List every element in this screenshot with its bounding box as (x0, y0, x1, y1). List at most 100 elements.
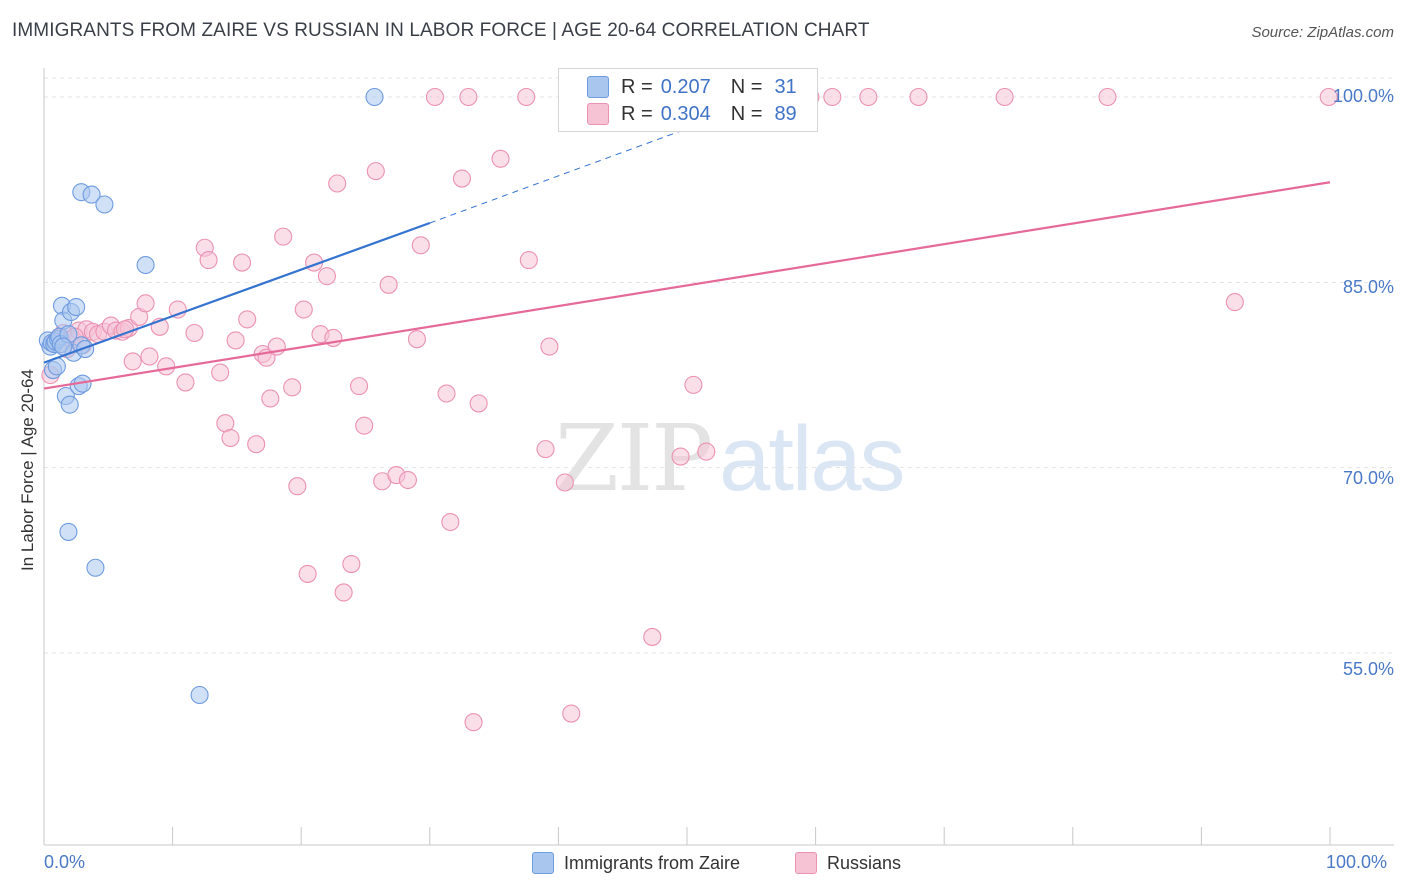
x-tick-label: 0.0% (44, 852, 86, 872)
legend-n-value: 31 (774, 75, 797, 98)
russians-point (334, 583, 353, 602)
russians-point (232, 253, 252, 272)
russians-point (274, 227, 293, 246)
zaire-trend-line (43, 221, 431, 364)
russians-points (41, 87, 1338, 732)
watermark-atlas: atlas (719, 408, 905, 510)
legend-r-label: R = (621, 102, 653, 125)
russians-point (221, 428, 240, 448)
zaire-trend-line (429, 118, 713, 224)
russians-point (407, 330, 426, 349)
russians-point (157, 357, 176, 376)
russians-point (123, 352, 142, 371)
russians-trend-line (43, 181, 1331, 390)
y-tick-label: 100.0% (1332, 86, 1394, 106)
russians-point (226, 331, 245, 350)
russians-point (379, 275, 398, 294)
russians-point (1098, 87, 1117, 107)
russians-point (469, 394, 488, 413)
russians-point (328, 174, 347, 193)
legend-r-label: R = (621, 75, 653, 98)
zaire-point (67, 297, 86, 317)
russians-point (140, 347, 159, 366)
x-tick-label: 100.0% (1326, 852, 1388, 872)
zaire-point (82, 185, 101, 204)
zaire-point (365, 87, 384, 107)
russians-point (1319, 87, 1338, 107)
russians-point (199, 251, 218, 270)
russians-point (238, 310, 257, 329)
legend-item-russians: Russians (795, 852, 901, 874)
russians-point (491, 149, 510, 168)
russians-point (697, 442, 716, 461)
russians-point (317, 267, 336, 286)
legend-swatch-blue (532, 852, 554, 874)
zaire-point (136, 255, 155, 275)
y-axis-label: In Labor Force | Age 20-64 (18, 369, 37, 571)
zaire-points (38, 87, 384, 705)
russians-point (261, 389, 280, 408)
russians-point (342, 554, 361, 574)
zaire-point (86, 558, 105, 577)
russians-point (441, 512, 460, 532)
zaire-point (95, 195, 114, 214)
legend-row-russians: R = 0.304 N = 89 (587, 101, 797, 127)
russians-point (437, 384, 456, 403)
source-label: Source: ZipAtlas.com (1251, 24, 1394, 41)
russians-point (464, 713, 483, 732)
russians-point (247, 435, 266, 454)
russians-point (294, 300, 313, 319)
russians-point (298, 564, 317, 583)
russians-point (517, 87, 536, 107)
russians-point (283, 378, 302, 397)
russians-point (136, 294, 155, 313)
russians-point (562, 704, 581, 723)
legend-item-zaire: Immigrants from Zaire (532, 852, 740, 874)
legend-n-label: N = (730, 75, 763, 98)
russians-point (366, 162, 385, 181)
legend-n-label: N = (730, 102, 763, 125)
legend-r-value: 0.207 (660, 75, 711, 98)
russians-point (671, 447, 690, 466)
russians-point (540, 337, 559, 356)
russians-point (519, 251, 538, 270)
y-tick-label: 70.0% (1342, 468, 1394, 488)
russians-point (350, 377, 369, 396)
legend-swatch-blue (587, 76, 609, 98)
legend-row-zaire: R = 0.207 N = 31 (587, 74, 797, 100)
chart-title: IMMIGRANTS FROM ZAIRE VS RUSSIAN IN LABO… (12, 20, 870, 41)
legend-label: Russians (827, 852, 902, 873)
legend-swatch-pink (587, 103, 609, 125)
zaire-point (76, 340, 95, 359)
zaire-point (59, 522, 78, 541)
russians-point (288, 477, 307, 496)
russians-point (452, 169, 472, 188)
russians-point (459, 87, 478, 107)
russians-point (643, 627, 662, 646)
russians-point (684, 375, 703, 394)
watermark: ZIPatlas (555, 405, 906, 512)
russians-point (355, 416, 374, 435)
russians-point (425, 87, 444, 107)
y-tick-label: 55.0% (1342, 659, 1394, 679)
russians-point (995, 87, 1014, 107)
russians-point (555, 473, 574, 492)
axes (43, 68, 1394, 846)
legend-n-value: 89 (774, 102, 797, 125)
legend-r-value: 0.304 (660, 102, 711, 125)
russians-point (176, 373, 195, 392)
zaire-point (190, 685, 209, 705)
russians-point (536, 440, 555, 459)
legend-label: Immigrants from Zaire (564, 852, 741, 873)
legend-swatch-pink (795, 852, 817, 874)
russians-point (398, 470, 417, 490)
russians-point (211, 363, 230, 382)
russians-point (859, 87, 878, 107)
y-tick-label: 85.0% (1342, 277, 1394, 297)
russians-point (909, 87, 928, 107)
grid-lines (44, 77, 1394, 654)
russians-point (1225, 293, 1244, 312)
correlation-legend: R = 0.207 N = 31 R = 0.304 N = 89 (558, 68, 818, 132)
trend-lines (43, 118, 1331, 390)
